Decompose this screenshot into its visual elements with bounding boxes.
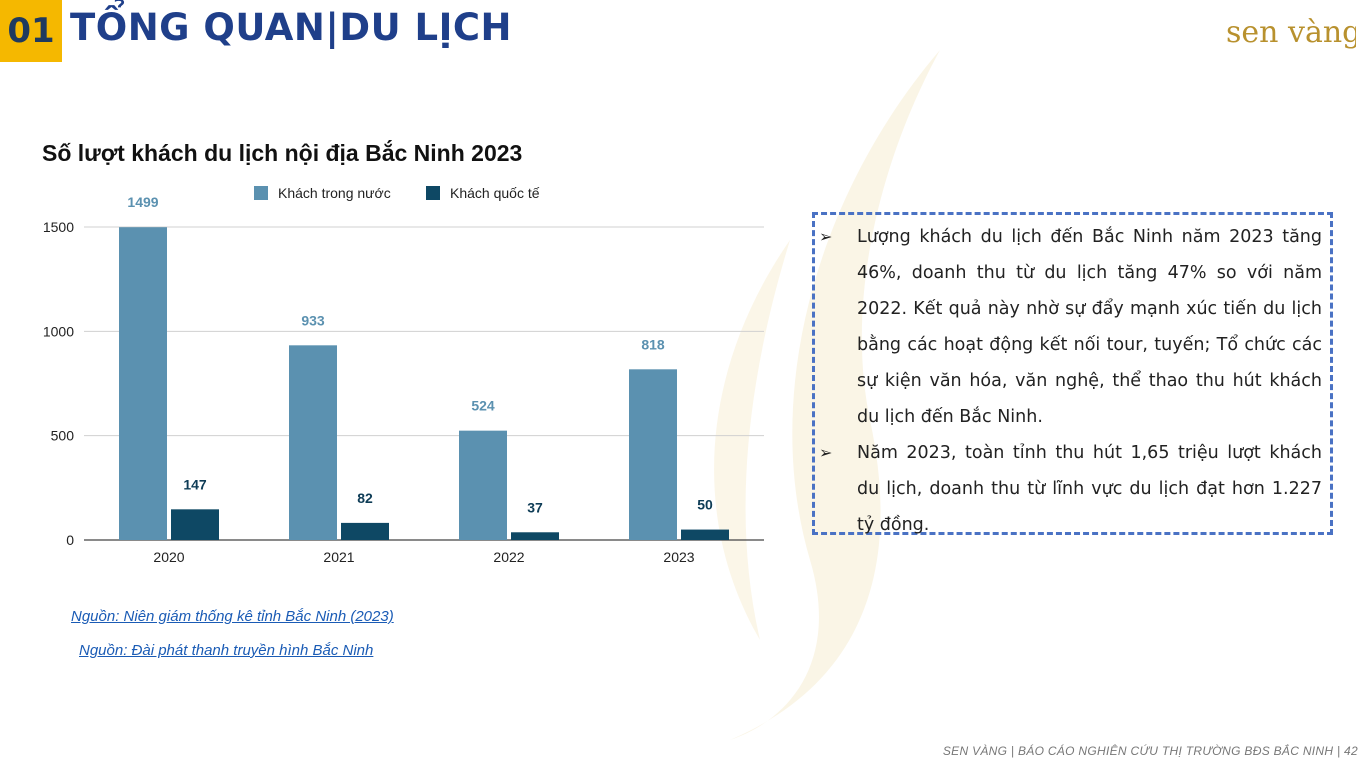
data-label: 1499 <box>127 194 158 210</box>
x-tick-label: 2022 <box>493 549 524 565</box>
bar <box>681 529 729 540</box>
bar <box>289 345 337 540</box>
data-label: 37 <box>527 499 543 515</box>
x-tick-label: 2021 <box>323 549 354 565</box>
info-text-1: Lượng khách du lịch đến Bắc Ninh năm 202… <box>857 227 1322 427</box>
y-tick-label: 500 <box>51 428 75 444</box>
legend-label: Khách trong nước <box>278 185 391 201</box>
y-tick-label: 1000 <box>43 323 74 339</box>
info-bullet-1: ➢ Lượng khách du lịch đến Bắc Ninh năm 20… <box>819 219 1322 435</box>
x-tick-label: 2023 <box>663 549 694 565</box>
data-label: 82 <box>357 490 373 506</box>
bar <box>459 430 507 540</box>
bar <box>119 227 167 540</box>
info-bullet-2: ➢ Năm 2023, toàn tỉnh thu hút 1,65 triệu … <box>819 435 1322 543</box>
data-label: 50 <box>697 497 713 513</box>
y-tick-label: 1500 <box>43 219 74 235</box>
data-label: 147 <box>183 476 207 492</box>
section-number-box: 01 <box>0 0 62 62</box>
chart-title: Số lượt khách du lịch nội địa Bắc Ninh 2… <box>42 140 523 166</box>
section-title: TỔNG QUAN|DU LỊCH <box>70 6 512 49</box>
info-list: ➢ Lượng khách du lịch đến Bắc Ninh năm 20… <box>819 219 1322 543</box>
arrow-bullet-icon: ➢ <box>819 443 833 462</box>
logo-text: sen vàng <box>1226 15 1356 50</box>
legend-label: Khách quốc tế <box>450 185 540 201</box>
data-label: 818 <box>641 336 665 352</box>
section-number: 01 <box>7 11 55 51</box>
sen-vang-logo: sen vàng <box>1226 15 1356 50</box>
bar <box>511 532 559 540</box>
data-label: 524 <box>471 398 495 414</box>
source-link-2[interactable]: Nguồn: Đài phát thanh truyền hình Bắc Ni… <box>79 642 374 659</box>
source-link-1[interactable]: Nguồn: Niên giám thống kê tỉnh Bắc Ninh … <box>71 608 394 625</box>
y-tick-label: 0 <box>66 532 74 548</box>
data-label: 933 <box>301 312 325 328</box>
arrow-bullet-icon: ➢ <box>819 227 833 246</box>
legend-swatch <box>426 186 440 200</box>
x-tick-label: 2020 <box>153 549 184 565</box>
info-text-2: Năm 2023, toàn tỉnh thu hút 1,65 triệu l… <box>857 443 1322 535</box>
bar <box>629 369 677 540</box>
footer: SEN VÀNG | BÁO CÁO NGHIÊN CỨU THỊ TRƯỜNG… <box>942 744 1358 758</box>
bar <box>341 522 389 540</box>
bar-chart: 0 500 1000 1500 Khách trong nước Khách quốc t… <box>43 185 764 565</box>
info-box: ➢ Lượng khách du lịch đến Bắc Ninh năm 20… <box>812 212 1333 535</box>
bar <box>171 509 219 540</box>
legend-swatch <box>254 186 268 200</box>
